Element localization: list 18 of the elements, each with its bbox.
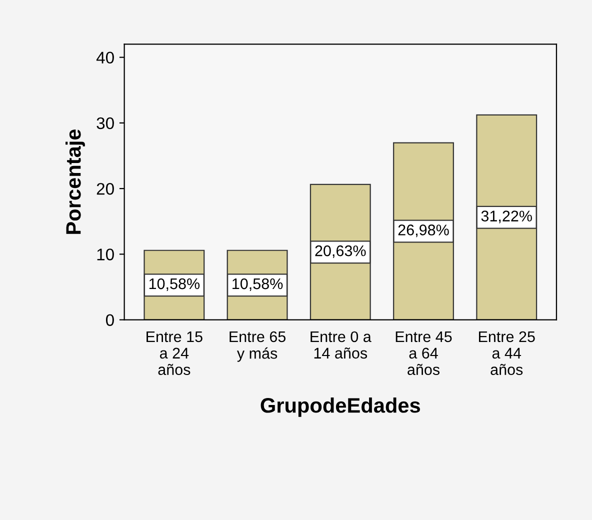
data-label: 10,58% [149, 278, 200, 291]
y-tick-label: 10 [97, 248, 114, 260]
data-label: 31,22% [481, 210, 532, 224]
x-tick-label: Entre 25 a 44 años [478, 331, 535, 376]
y-tick-label: 0 [106, 314, 114, 326]
bar [476, 114, 538, 320]
y-tick-label: 20 [96, 182, 114, 195]
y-tick-label: 40 [96, 52, 114, 64]
data-label: 26,98% [398, 224, 449, 238]
data-label: 20,63% [315, 245, 366, 258]
data-label: 10,58% [232, 278, 283, 291]
x-tick-label: Entre 45 a 64 años [396, 331, 452, 376]
y-tick-label: 30 [96, 117, 114, 130]
x-tick-label: Entre 65 y más [230, 331, 286, 362]
x-tick-label: Entre 15 a 24 años [146, 331, 202, 376]
x-axis-title: GrupodeEdades [260, 398, 420, 417]
y-axis-title: Porcentaje [66, 129, 85, 234]
x-tick-label: Entre 0 a 14 años [310, 331, 372, 359]
